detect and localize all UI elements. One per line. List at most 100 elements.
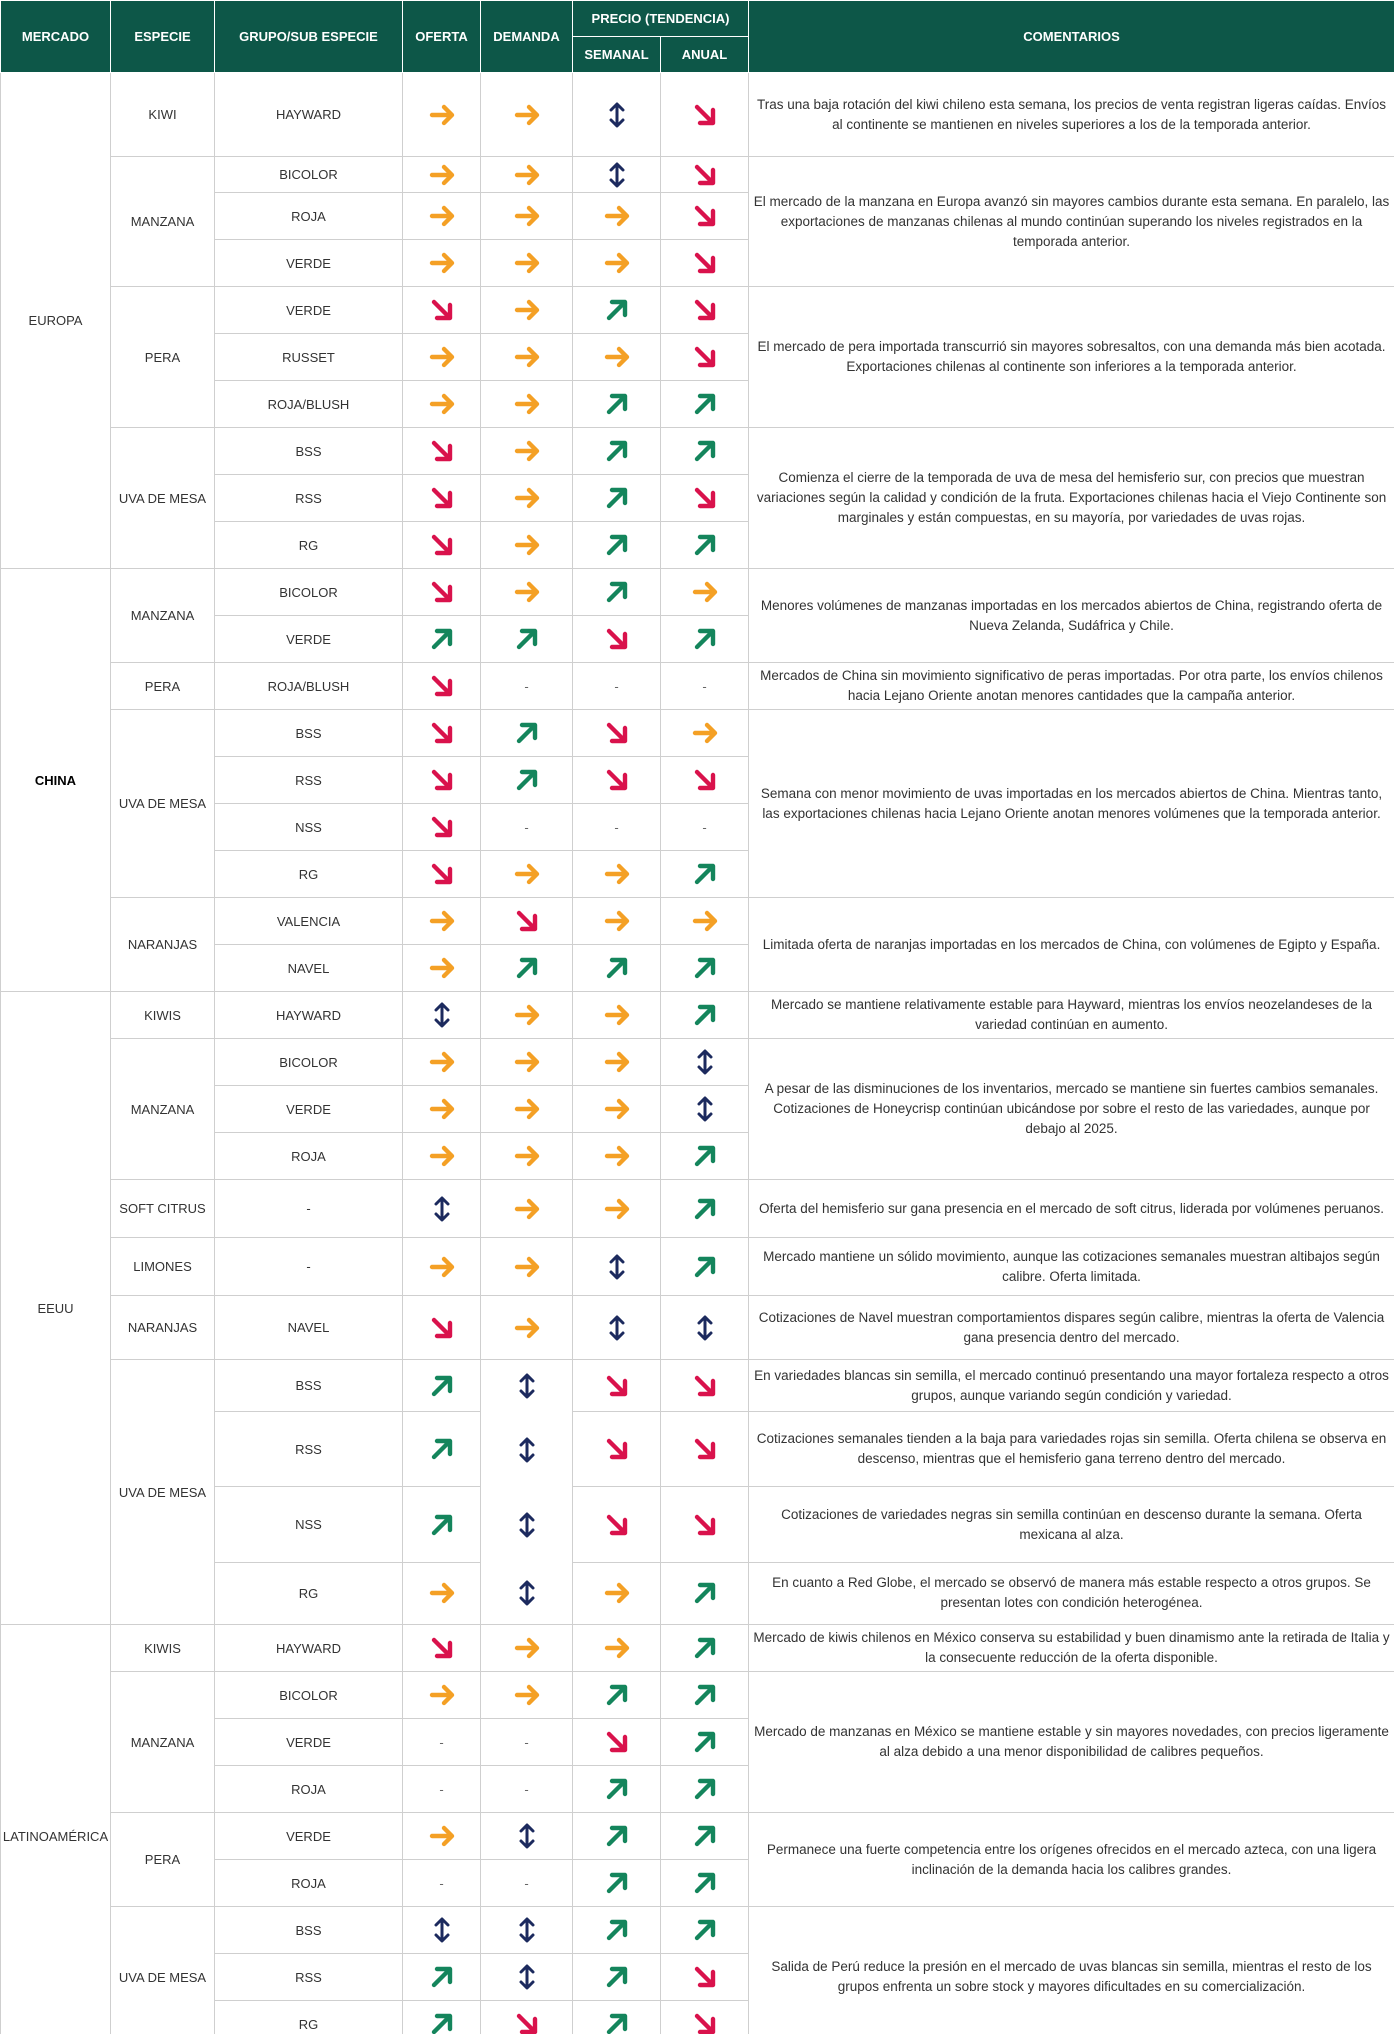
semanal-cell: [572, 156, 661, 193]
comment-cell: Oferta del hemisferio sur gana presencia…: [748, 1179, 1394, 1238]
species-cell: UVA DE MESA: [110, 427, 215, 569]
demanda-cell: [480, 1906, 573, 1954]
demanda-cell: [480, 850, 573, 898]
arrow-up-down-icon: [510, 1369, 544, 1403]
arrow-up-right-icon: [600, 1678, 634, 1712]
arrow-up-right-icon: [688, 1139, 722, 1173]
semanal-cell: [572, 1906, 661, 1954]
arrow-up-down-icon: [510, 1433, 544, 1467]
table-row: RG En cuanto a Red Globe, el mercado se o…: [1, 1561, 1394, 1626]
table-row: NARANJAS VALENCIA Limitada oferta de naran…: [1, 897, 1394, 992]
table-row: ROJA - -: [1, 1765, 1394, 1813]
species-cell: KIWI: [110, 72, 215, 157]
arrow-up-right-icon: [688, 951, 722, 985]
arrow-right-icon: [600, 1576, 634, 1610]
arrow-right-icon: [510, 293, 544, 327]
group-cell: BSS: [214, 1906, 403, 1954]
demanda-cell: -: [480, 1859, 573, 1907]
arrow-up-right-icon: [510, 951, 544, 985]
semanal-cell: [572, 333, 661, 381]
arrow-down-right-icon: [600, 1369, 634, 1403]
arrow-down-right-icon: [688, 1508, 722, 1542]
arrow-up-right-icon: [600, 387, 634, 421]
group-cell: BSS: [214, 427, 403, 475]
group-cell: VERDE: [214, 286, 403, 334]
oferta-cell: [402, 991, 481, 1039]
arrow-up-right-icon: [688, 1631, 722, 1665]
arrow-up-down-icon: [425, 998, 459, 1032]
oferta-cell: [402, 944, 481, 992]
header-semanal: SEMANAL: [572, 36, 661, 73]
arrow-down-right-icon: [600, 622, 634, 656]
table-row: ROJA - -: [1, 1859, 1394, 1907]
anual-cell: [659, 1671, 750, 1719]
oferta-cell: [402, 1812, 481, 1860]
arrow-down-right-icon: [600, 1508, 634, 1542]
semanal-cell: [572, 1624, 661, 1672]
arrow-down-right-icon: [688, 340, 722, 374]
semanal-cell: [572, 1179, 661, 1238]
arrow-down-right-icon: [688, 481, 722, 515]
arrow-right-icon: [510, 340, 544, 374]
group-cell: RUSSET: [214, 333, 403, 381]
arrow-up-right-icon: [600, 1866, 634, 1900]
arrow-up-right-icon: [600, 1913, 634, 1947]
anual-cell: [659, 756, 750, 804]
arrow-right-icon: [510, 481, 544, 515]
group-cell: VERDE: [214, 1812, 403, 1860]
arrow-right-icon: [510, 246, 544, 280]
table-row: UVA DE MESA BSS Semana con menor movimient…: [1, 709, 1394, 898]
semanal-cell: [572, 850, 661, 898]
arrow-down-right-icon: [425, 575, 459, 609]
anual-cell: [659, 1561, 750, 1626]
anual-cell: [659, 2000, 750, 2034]
semanal-cell: [572, 192, 661, 240]
arrow-up-right-icon: [688, 1819, 722, 1853]
group-cell: NSS: [214, 803, 403, 851]
oferta-cell: [402, 286, 481, 334]
arrow-right-icon: [510, 1092, 544, 1126]
arrow-right-icon: [425, 1045, 459, 1079]
demanda-cell: [480, 615, 573, 663]
species-cell: PERA: [110, 1812, 215, 1907]
arrow-right-icon: [425, 199, 459, 233]
arrow-down-right-icon: [510, 2007, 544, 2034]
arrow-down-right-icon: [600, 1725, 634, 1759]
arrow-down-right-icon: [425, 669, 459, 703]
table-row: RUSSET: [1, 333, 1394, 381]
anual-cell: -: [659, 803, 750, 851]
table-row: MANZANA BICOLOR El mercado de la manzana e…: [1, 156, 1394, 287]
anual-cell: [659, 1718, 750, 1766]
table-row: RSS: [1, 474, 1394, 522]
arrow-down-right-icon: [688, 98, 722, 132]
arrow-up-right-icon: [688, 1678, 722, 1712]
table-row: SOFT CITRUS - Oferta del hemisferio sur ga…: [1, 1179, 1394, 1238]
comment-cell: Mercado de manzanas en México se mantien…: [748, 1671, 1394, 1813]
demanda-cell: [480, 1038, 573, 1086]
species-cell: UVA DE MESA: [110, 1906, 215, 2034]
comment-cell: Limitada oferta de naranjas importadas e…: [748, 897, 1394, 992]
arrow-up-down-icon: [600, 98, 634, 132]
demanda-cell: [480, 1812, 573, 1860]
demanda-cell: [480, 239, 573, 287]
demanda-cell: [480, 521, 573, 569]
arrow-up-right-icon: [425, 1432, 459, 1466]
demanda-cell: [480, 2000, 573, 2034]
anual-cell: [659, 1765, 750, 1813]
demanda-cell: -: [480, 1718, 573, 1766]
demanda-cell: -: [480, 662, 573, 710]
comment-cell: Menores volúmenes de manzanas importadas…: [748, 568, 1394, 663]
arrow-up-right-icon: [600, 434, 634, 468]
table-row: NSS - - -: [1, 803, 1394, 851]
group-cell: VALENCIA: [214, 897, 403, 945]
comment-cell: A pesar de las disminuciones de los inve…: [748, 1038, 1394, 1180]
market-cell: EEUU: [0, 991, 111, 1625]
arrow-up-right-icon: [688, 1913, 722, 1947]
arrow-down-right-icon: [425, 763, 459, 797]
semanal-cell: [572, 1038, 661, 1086]
arrow-down-right-icon: [600, 1432, 634, 1466]
arrow-up-right-icon: [688, 387, 722, 421]
comment-cell: Mercado mantiene un sólido movimiento, a…: [748, 1237, 1394, 1296]
oferta-cell: [402, 662, 481, 710]
species-cell: MANZANA: [110, 1038, 215, 1180]
